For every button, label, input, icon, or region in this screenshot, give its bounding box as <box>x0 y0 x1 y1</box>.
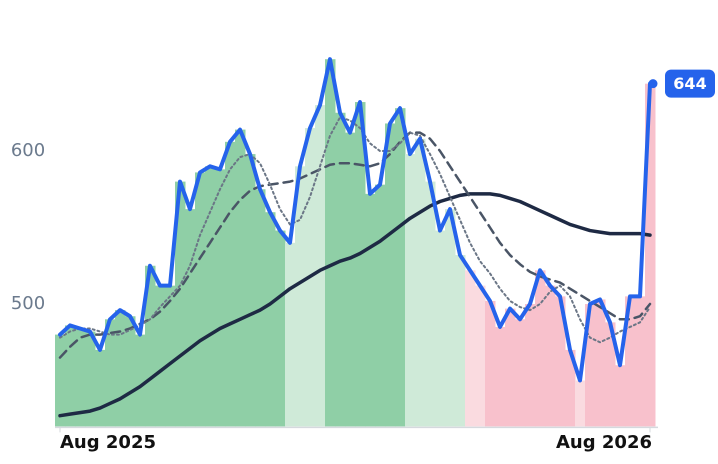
area-column <box>105 319 116 427</box>
area-column <box>275 230 286 427</box>
area-column <box>295 166 306 427</box>
area-column <box>185 209 196 427</box>
area-column <box>95 349 106 427</box>
area-column <box>65 325 76 427</box>
area-column <box>345 132 356 427</box>
area-column <box>605 322 616 427</box>
area-column <box>585 304 596 427</box>
last-value-dot <box>648 79 658 89</box>
area-column <box>545 285 556 427</box>
area-column <box>175 181 186 427</box>
area-column <box>485 300 496 427</box>
area-column <box>285 242 296 427</box>
area-column <box>595 299 606 427</box>
area-column <box>215 169 226 427</box>
area-column <box>555 296 566 427</box>
last-value-badge <box>665 69 715 98</box>
y-tick-label: 500 <box>11 293 45 314</box>
area-column <box>265 212 276 427</box>
area-column <box>235 129 246 427</box>
area-column <box>355 102 366 427</box>
series-line <box>59 116 651 344</box>
area-column <box>475 285 486 427</box>
area-column <box>395 108 406 427</box>
area-column <box>55 334 66 427</box>
x-tick-label: Aug 2025 <box>60 432 156 453</box>
y-tick-label: 600 <box>11 140 45 161</box>
area-column <box>155 285 166 427</box>
area-column <box>75 328 86 427</box>
last-value-label: 644 <box>673 74 706 93</box>
area-column <box>365 193 376 427</box>
series-line <box>58 192 652 418</box>
area-column <box>245 154 256 427</box>
area-column <box>465 270 476 427</box>
area-column <box>85 331 96 427</box>
area-column <box>255 189 266 427</box>
area-column <box>205 166 216 427</box>
series-line <box>58 57 652 383</box>
area-column <box>165 285 176 427</box>
area-column <box>315 105 326 427</box>
area-column <box>495 326 506 427</box>
area-column <box>325 59 336 427</box>
area-column <box>565 349 576 427</box>
area-column <box>425 181 436 427</box>
area-column <box>525 304 536 427</box>
x-tick-label: Aug 2026 <box>556 432 652 453</box>
area-column <box>375 184 386 427</box>
area-column <box>145 265 156 427</box>
area-column <box>135 334 146 427</box>
area-column <box>225 141 236 427</box>
area-column <box>335 112 346 427</box>
area-column <box>575 380 586 427</box>
area-column <box>455 255 466 427</box>
area-column <box>415 138 426 427</box>
area-column <box>405 154 416 427</box>
area-column <box>635 296 646 427</box>
area-column <box>505 308 516 427</box>
area-column <box>625 296 636 427</box>
area-column <box>385 123 396 427</box>
area-column <box>645 83 656 427</box>
area-column <box>615 365 626 427</box>
area-column <box>195 172 206 427</box>
area-column <box>515 319 526 427</box>
area-column <box>115 310 126 427</box>
area-column <box>435 230 446 427</box>
area-column <box>535 270 546 427</box>
area-column <box>125 316 136 427</box>
series-line <box>58 131 652 359</box>
area-column <box>445 209 456 427</box>
